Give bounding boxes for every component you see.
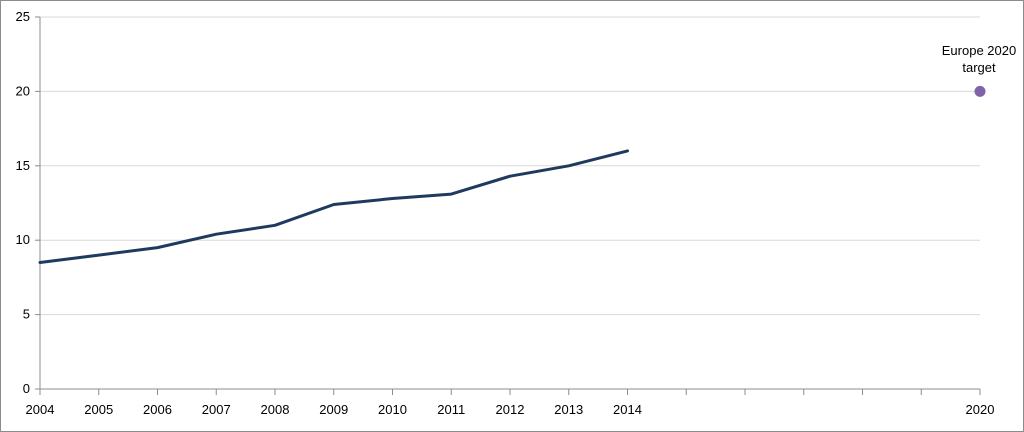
target-label-line2: target	[962, 60, 996, 75]
x-tick-label: 2009	[319, 402, 348, 417]
x-tick-label: 2012	[496, 402, 525, 417]
series-layer	[38, 149, 629, 264]
target-point	[974, 85, 986, 97]
target-layer: Europe 2020 target	[942, 43, 1016, 97]
series-line	[38, 149, 629, 264]
y-tick-label: 5	[23, 307, 30, 322]
x-tick-label: 2004	[26, 402, 55, 417]
x-tick-label: 2013	[554, 402, 583, 417]
gridlines	[40, 16, 980, 316]
y-tick-label: 20	[16, 83, 30, 98]
y-tick-label: 15	[16, 158, 30, 173]
y-tick-label: 10	[16, 232, 30, 247]
x-tick-label: 2007	[202, 402, 231, 417]
tick-labels: 0 5 10 15 20 25 2004 2005 2006 2007 2008 2009 2010 20…	[16, 9, 995, 417]
x-tick-label: 2008	[261, 402, 290, 417]
x-tick-label: 2005	[84, 402, 113, 417]
x-tick-label: 2010	[378, 402, 407, 417]
x-tick-label: 2011	[437, 402, 465, 417]
x-tick-label: 2014	[613, 402, 642, 417]
target-label-line1: Europe 2020	[942, 43, 1016, 58]
x-tick-label: 2006	[143, 402, 172, 417]
x-tick-label: 2020	[966, 402, 995, 417]
y-tick-label: 25	[16, 9, 30, 24]
y-tick-label: 0	[23, 381, 30, 396]
axes	[35, 16, 981, 395]
